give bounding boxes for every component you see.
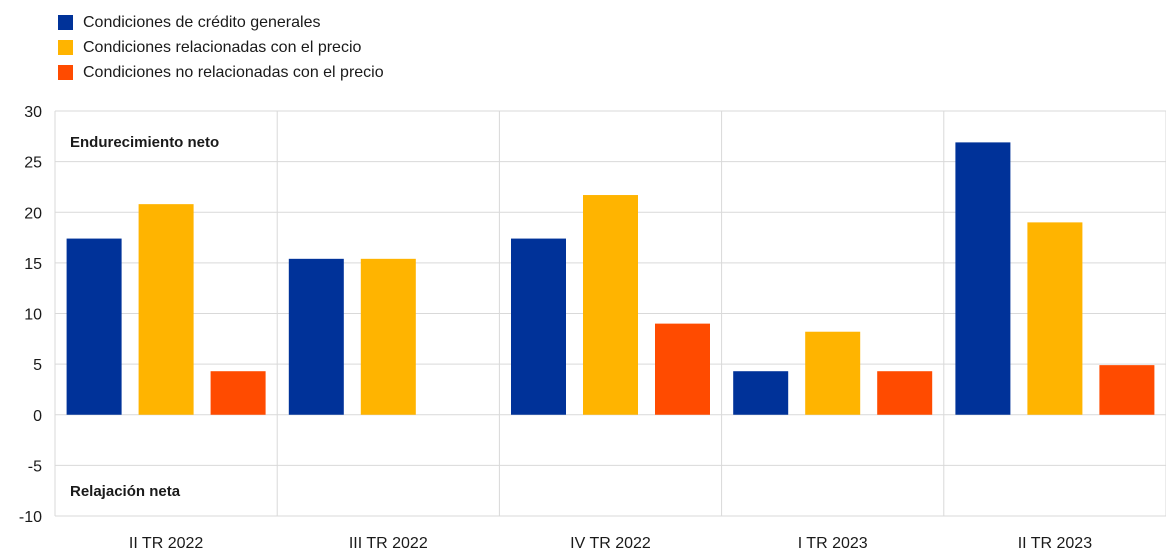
annotation-tightening: Endurecimiento neto [70, 134, 219, 151]
bar [511, 238, 566, 415]
bar [138, 204, 194, 415]
x-tick-label: II TR 2022 [129, 535, 204, 549]
annotation-easing: Relajación neta [70, 483, 181, 500]
legend-label: Condiciones de crédito generales [83, 13, 321, 31]
y-tick-label: 30 [24, 104, 42, 121]
y-tick-label: 5 [33, 357, 42, 374]
bar [805, 331, 861, 415]
y-tick-label: 20 [24, 205, 42, 222]
bar [1099, 365, 1155, 415]
bar [288, 258, 344, 415]
x-tick-label: I TR 2023 [798, 535, 868, 549]
y-tick-label: 15 [24, 256, 42, 273]
y-tick-label: 10 [24, 307, 42, 324]
y-tick-label: -10 [19, 509, 42, 526]
y-tick-label: -5 [28, 458, 42, 475]
legend-label: Condiciones no relacionadas con el preci… [83, 63, 384, 81]
bar [66, 238, 122, 415]
legend-swatch [58, 40, 73, 55]
legend-item: Condiciones no relacionadas con el preci… [58, 60, 384, 85]
bar [877, 371, 933, 415]
y-tick-label: 25 [24, 155, 42, 172]
x-tick-label: IV TR 2022 [570, 535, 651, 549]
legend-label: Condiciones relacionadas con el precio [83, 38, 362, 56]
y-tick-label: 0 [33, 408, 42, 425]
legend-item: Condiciones de crédito generales [58, 10, 384, 35]
bar [360, 258, 416, 415]
legend-swatch [58, 65, 73, 80]
legend-item: Condiciones relacionadas con el precio [58, 35, 384, 60]
bar [583, 195, 638, 415]
bar [655, 323, 710, 415]
x-tick-label: II TR 2023 [1018, 535, 1093, 549]
bar [210, 371, 266, 415]
x-tick-label: III TR 2022 [349, 535, 428, 549]
bars [66, 142, 1155, 415]
legend-swatch [58, 15, 73, 30]
axis-labels: 30 25 20 15 10 5 0 -5 -10 II TR 2022 III TR 2022 IV… [19, 104, 1092, 549]
bar [1027, 222, 1083, 415]
legend: Condiciones de crédito generales Condici… [58, 10, 384, 85]
bar [733, 371, 789, 415]
bar [955, 142, 1011, 415]
